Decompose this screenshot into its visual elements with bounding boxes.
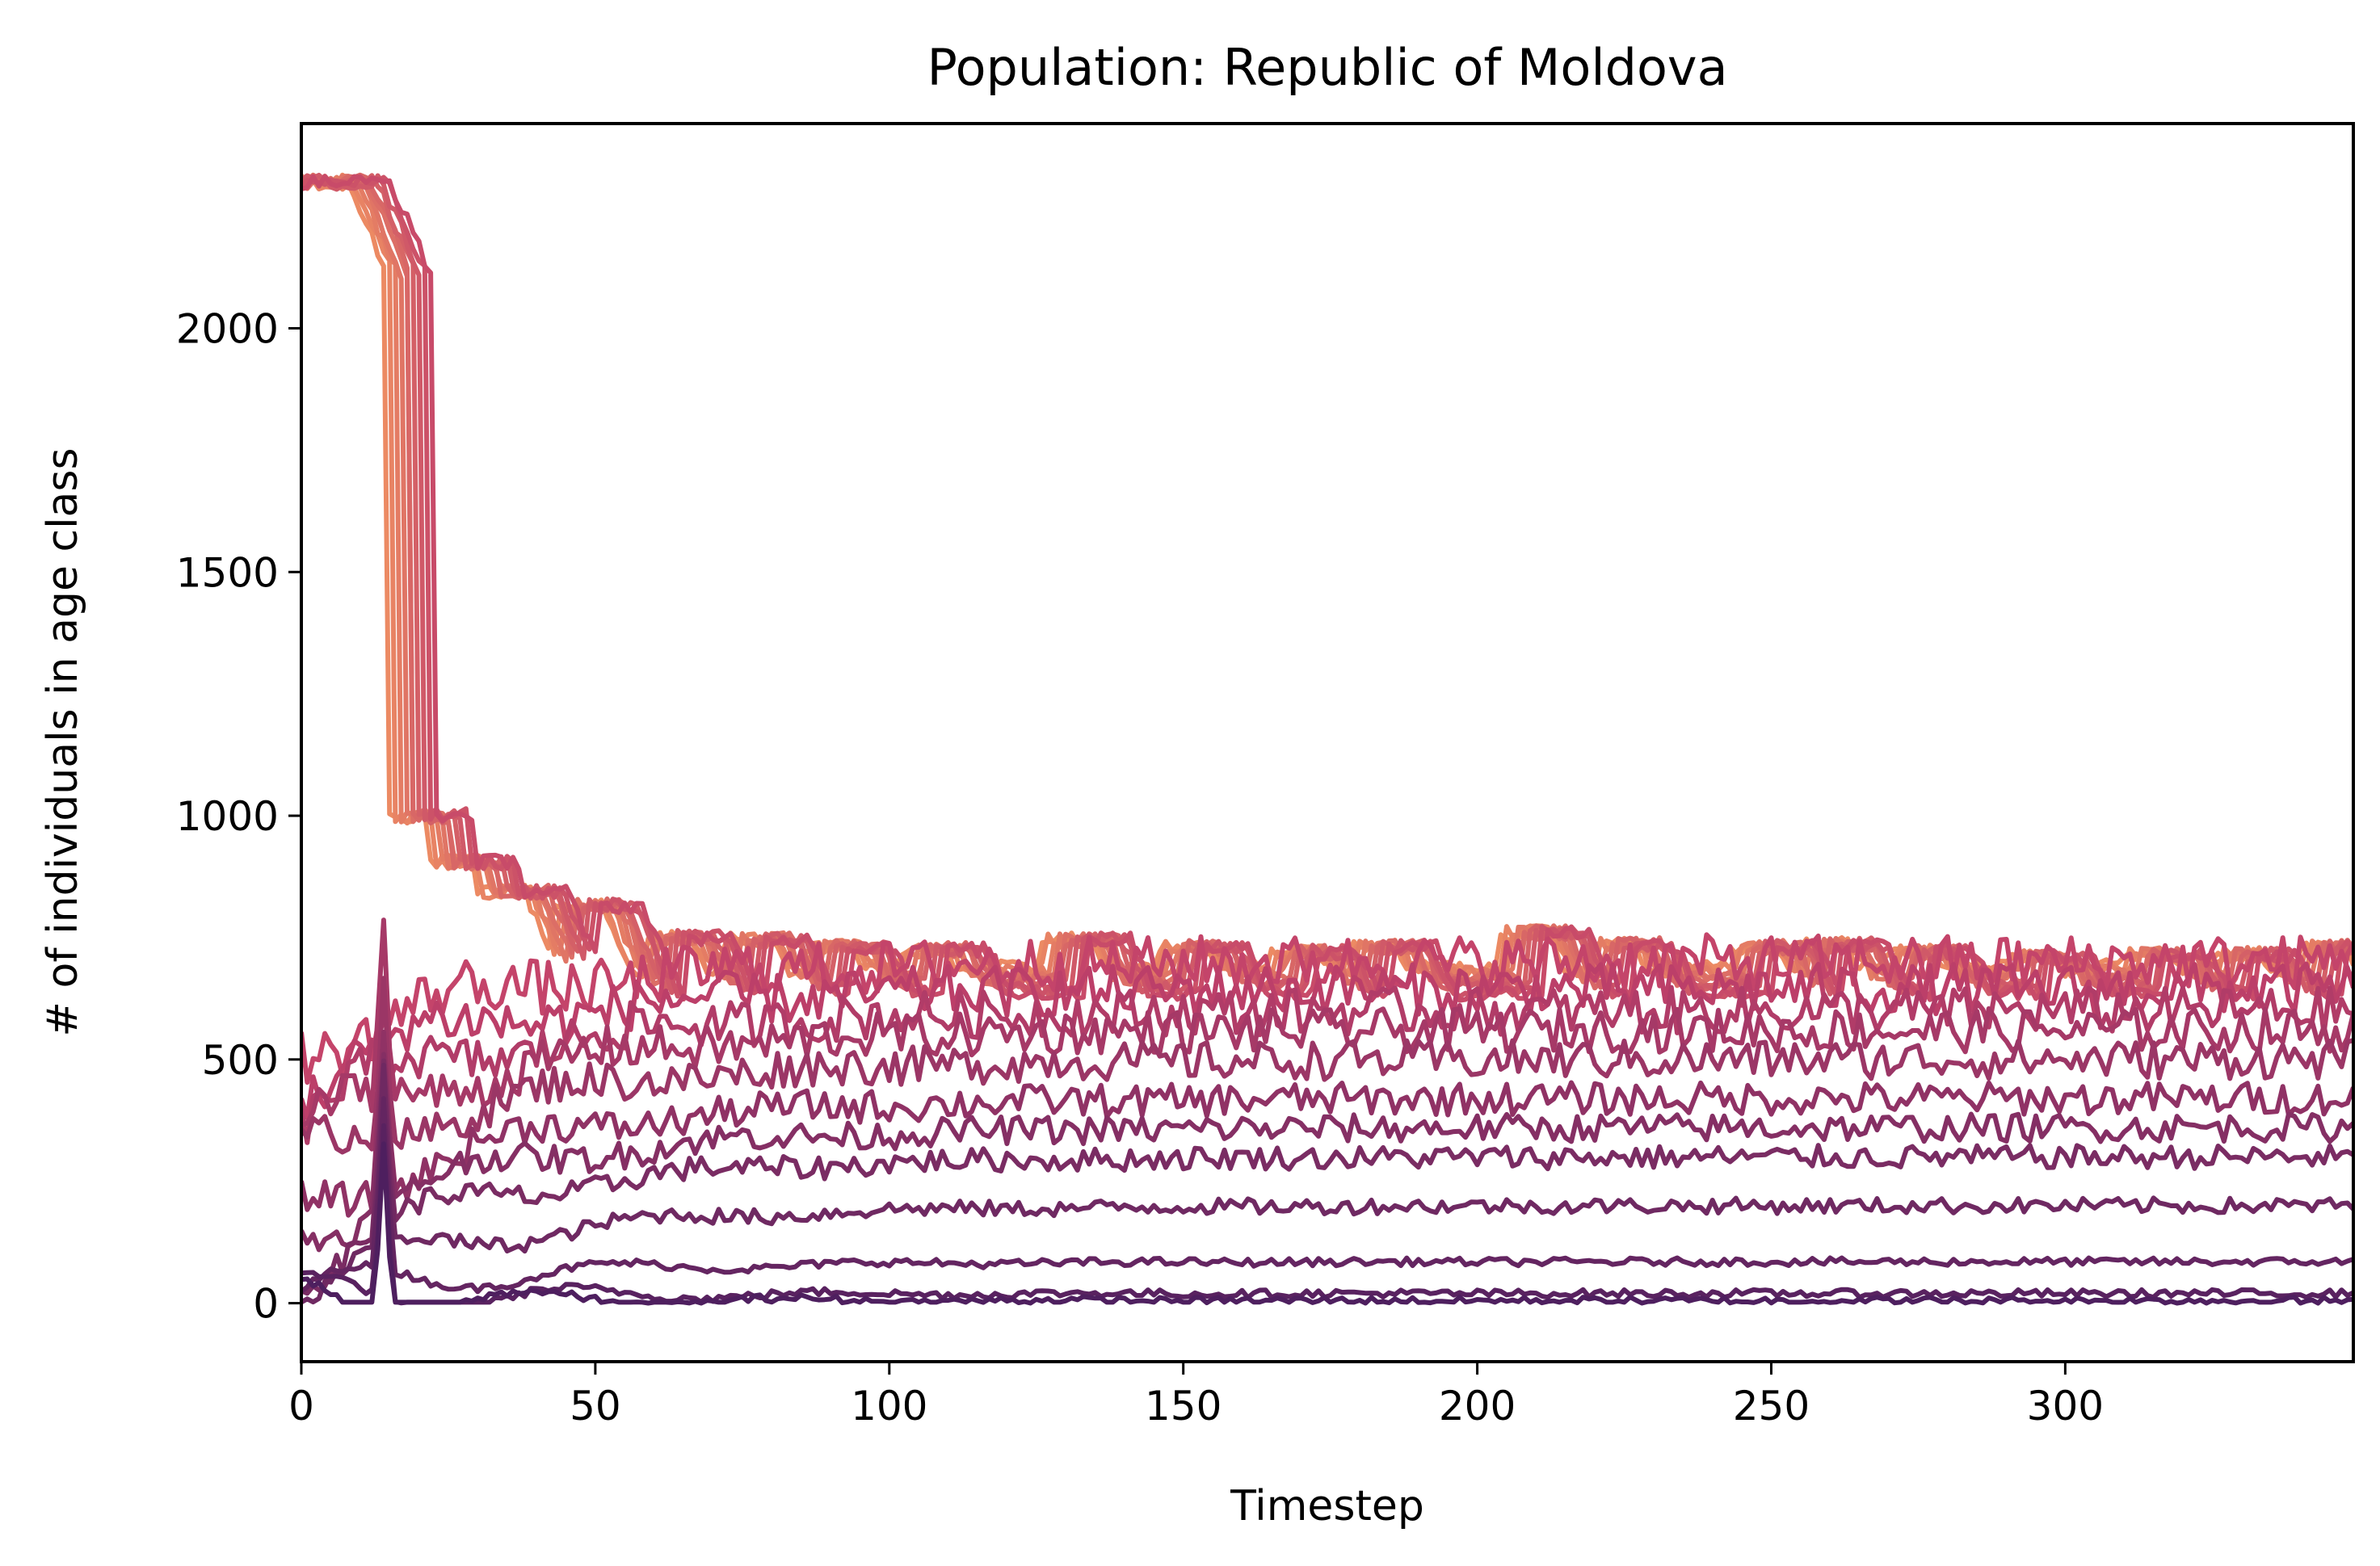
series-line-17 xyxy=(301,1052,2353,1253)
series-line-19 xyxy=(301,1062,2353,1305)
series-line-14 xyxy=(301,917,2353,1128)
series-line-12 xyxy=(301,961,2353,1121)
y-tick-label: 500 xyxy=(202,1037,279,1084)
series-line-3 xyxy=(301,172,2353,983)
series-line-8 xyxy=(301,172,2353,997)
y-axis-ticks: 0 500 1000 1500 2000 xyxy=(176,305,301,1328)
y-tick-label: 1500 xyxy=(176,549,279,596)
x-axis-label: Timestep xyxy=(1230,1482,1424,1530)
y-tick-label: 2000 xyxy=(176,305,279,352)
series-line-16 xyxy=(301,1030,2353,1218)
series-line-1 xyxy=(301,172,2353,977)
series-line-22 xyxy=(301,1141,2353,1306)
x-tick-label: 200 xyxy=(1439,1383,1516,1430)
y-axis-label: # of individuals in age class xyxy=(39,447,87,1036)
series-line-15 xyxy=(301,976,2353,1155)
x-tick-label: 0 xyxy=(288,1383,314,1430)
x-tick-label: 300 xyxy=(2027,1383,2104,1430)
series-layer xyxy=(301,172,2353,1306)
series-line-9 xyxy=(301,174,2353,1000)
series-line-10 xyxy=(301,174,2353,1003)
series-line-18 xyxy=(301,1058,2353,1296)
chart-title: Population: Republic of Moldova xyxy=(927,38,1727,97)
x-tick-label: 100 xyxy=(851,1383,927,1430)
plot-frame xyxy=(300,122,2355,1363)
series-line-6 xyxy=(301,172,2353,992)
series-line-7 xyxy=(301,173,2353,994)
y-tick-label: 1000 xyxy=(176,793,279,840)
x-tick-label: 50 xyxy=(570,1383,621,1430)
x-tick-label: 150 xyxy=(1145,1383,1222,1430)
x-axis-ticks: 0 50 100 150 200 250 300 xyxy=(288,1362,2104,1430)
series-line-13 xyxy=(301,985,2353,1145)
series-line-2 xyxy=(301,177,2353,980)
y-tick-label: 0 xyxy=(253,1281,279,1328)
series-line-20 xyxy=(301,1096,2353,1295)
x-tick-label: 250 xyxy=(1733,1383,1810,1430)
series-line-4 xyxy=(301,173,2353,985)
series-line-5 xyxy=(301,175,2353,989)
